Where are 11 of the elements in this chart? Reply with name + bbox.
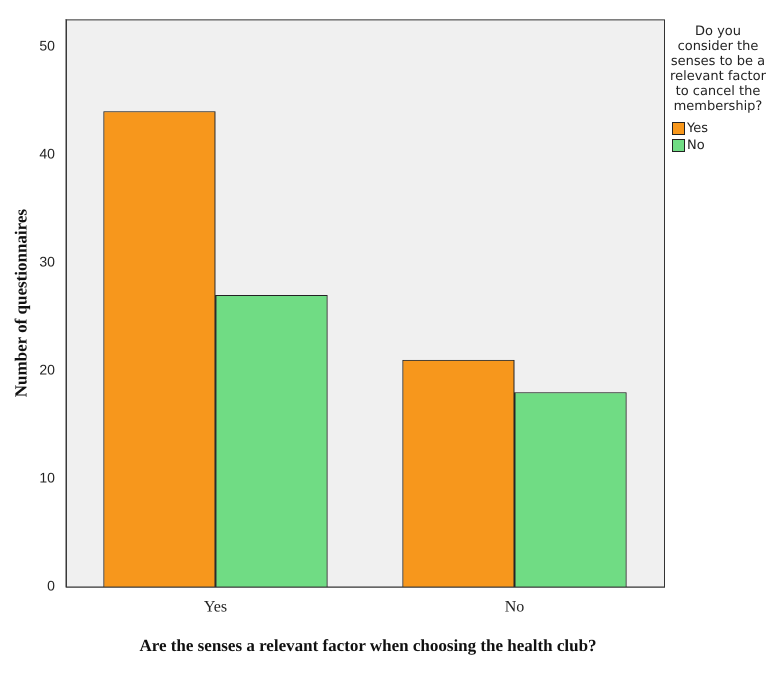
legend-label: Yes xyxy=(687,121,708,136)
x-axis-title: Are the senses a relevant factor when choosing the health club? xyxy=(138,636,598,656)
y-tick-label: 20 xyxy=(39,362,56,378)
y-tick-label: 0 xyxy=(47,578,56,594)
y-tick-label: 10 xyxy=(39,470,56,486)
legend-label: No xyxy=(687,138,705,153)
legend-title: Do you consider the senses to be a relevant factor to cancel the membership? xyxy=(669,24,767,114)
y-tick-label: 50 xyxy=(39,37,56,54)
y-tick-label: 30 xyxy=(39,253,56,270)
y-axis-title: Number of questionnaires xyxy=(12,208,31,398)
y-tick-label: 40 xyxy=(39,145,56,162)
